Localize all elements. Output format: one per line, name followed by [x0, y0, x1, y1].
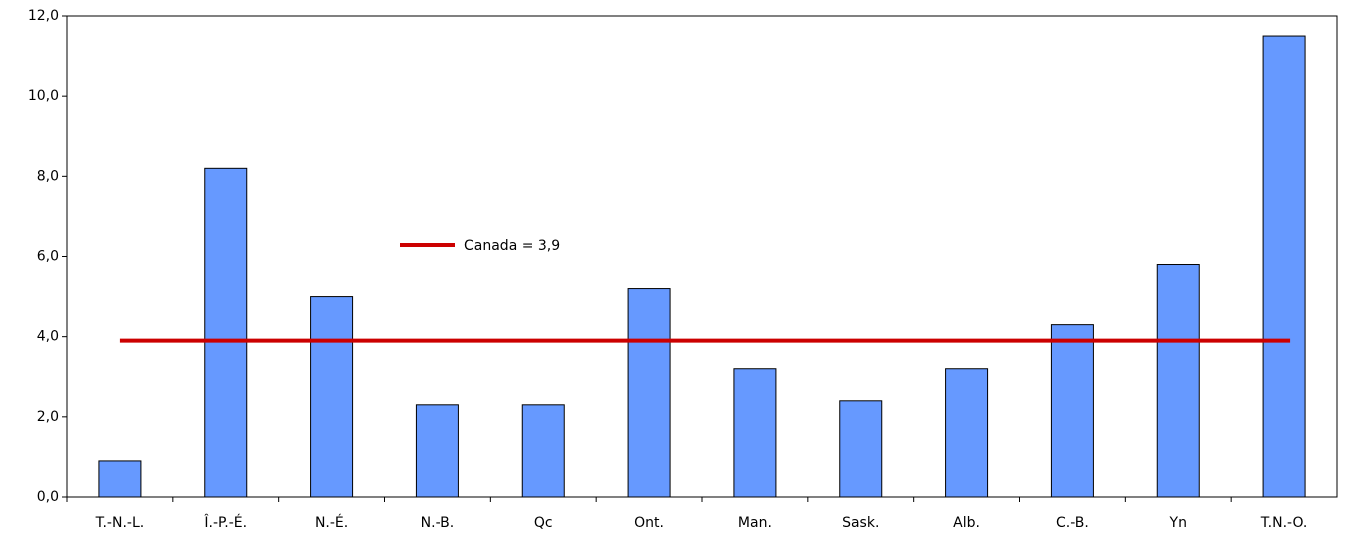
bar: [310, 296, 354, 498]
y-tick-label: 12,0: [28, 8, 59, 24]
y-tick-label: 10,0: [28, 88, 59, 104]
plot-frame: [66, 15, 1338, 498]
bar: [415, 404, 459, 498]
x-tick-label: Sask.: [842, 515, 879, 531]
x-tick-label: T.-N.-L.: [95, 515, 145, 531]
bar: [521, 404, 565, 498]
y-tick-label: 4,0: [37, 329, 59, 345]
bar: [945, 368, 989, 498]
y-tick-label: 6,0: [37, 249, 59, 265]
bar: [1262, 35, 1306, 498]
bar: [627, 288, 671, 498]
x-tick-label: C.-B.: [1056, 515, 1089, 531]
bar: [839, 400, 883, 498]
x-tick-label: Ont.: [634, 515, 664, 531]
x-tick-label: Î.-P.-É.: [203, 513, 247, 531]
bar: [204, 167, 248, 498]
x-tick-label: Qc: [534, 515, 553, 531]
y-tick-label: 0,0: [37, 489, 59, 505]
bar: [1156, 264, 1200, 498]
x-tick-label: Man.: [738, 515, 772, 531]
x-tick-label: T.N.-O.: [1260, 515, 1308, 531]
bar: [1050, 324, 1094, 498]
legend-label: Canada = 3,9: [464, 238, 560, 254]
y-tick-label: 2,0: [37, 409, 59, 425]
y-tick-label: 8,0: [37, 168, 59, 184]
x-tick-label: Yn: [1169, 515, 1187, 531]
bar: [733, 368, 777, 498]
x-tick-label: Alb.: [953, 515, 980, 531]
x-tick-label: N.-É.: [315, 514, 348, 531]
x-tick-label: N.-B.: [421, 515, 455, 531]
bar: [98, 460, 142, 498]
